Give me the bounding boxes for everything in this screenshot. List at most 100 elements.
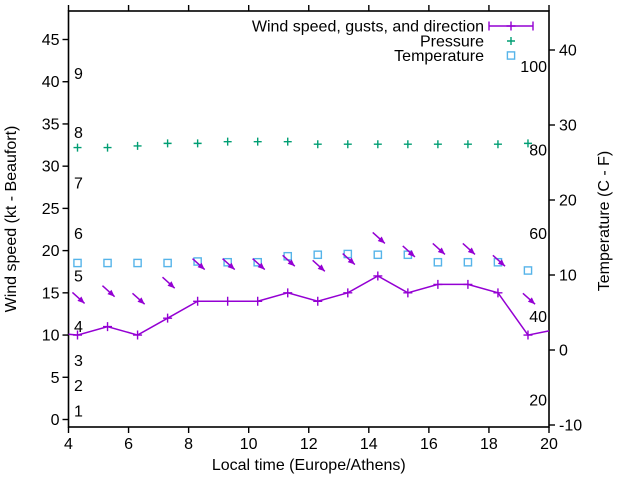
gust-arrow-head bbox=[347, 257, 355, 265]
pressure-point bbox=[163, 139, 172, 148]
pressure-point bbox=[223, 137, 232, 146]
temperature-series bbox=[73, 249, 533, 275]
gust-arrow-head bbox=[197, 262, 205, 270]
legend-pressure-sample-marker bbox=[507, 37, 515, 45]
gust-arrow-head bbox=[317, 264, 325, 272]
temperature-point bbox=[313, 250, 323, 260]
beaufort-label: 2 bbox=[74, 378, 83, 395]
right-tick-label: 40 bbox=[559, 43, 577, 60]
wind-speed-point bbox=[433, 279, 443, 289]
wind-speed-point bbox=[73, 330, 83, 340]
gust-arrow-head bbox=[437, 247, 445, 255]
wind-speed-point bbox=[523, 330, 533, 340]
pressure-point bbox=[313, 140, 322, 149]
x-tick-label: 10 bbox=[240, 436, 258, 453]
fahrenheit-label: 20 bbox=[529, 393, 547, 410]
temperature-point bbox=[133, 258, 142, 268]
left-tick-label: 30 bbox=[42, 159, 60, 176]
pressure-point bbox=[433, 140, 442, 149]
fahrenheit-label: 80 bbox=[529, 143, 547, 160]
left-tick-label: 25 bbox=[42, 201, 60, 218]
legend-wind-sample-marker bbox=[506, 21, 516, 31]
beaufort-label: 9 bbox=[74, 66, 83, 83]
pressure-point bbox=[283, 137, 292, 146]
pressure-point bbox=[133, 141, 142, 150]
x-tick-label: 12 bbox=[300, 436, 318, 453]
gust-arrow-head bbox=[137, 297, 145, 305]
right-tick-label: 30 bbox=[559, 118, 577, 135]
wind-speed-point bbox=[313, 296, 323, 306]
left-tick-label: 35 bbox=[42, 116, 60, 133]
temperature-point bbox=[373, 250, 383, 260]
wind-speed-point bbox=[343, 288, 353, 298]
left-tick-label: 20 bbox=[42, 243, 60, 260]
wind-speed-point bbox=[283, 288, 293, 298]
legend: Wind speed, gusts, and directionPressure… bbox=[252, 19, 534, 65]
fahrenheit-label: 100 bbox=[520, 59, 547, 76]
gust-arrow-head bbox=[107, 289, 115, 297]
left-tick-label: 0 bbox=[51, 412, 60, 429]
wind-speed-point bbox=[103, 322, 113, 332]
beaufort-label: 5 bbox=[74, 268, 83, 285]
temperature-point bbox=[223, 257, 232, 267]
gust-arrow-head bbox=[497, 259, 506, 267]
y-axis-left: 0 5 10 15 20 25 30 35 40 45 bbox=[42, 32, 69, 429]
right-tick-label: -10 bbox=[559, 418, 582, 435]
wind-speed-point bbox=[193, 296, 203, 306]
x-tick-label: 14 bbox=[360, 436, 378, 453]
y-axis-right-title: Temperature (C - F) bbox=[596, 151, 613, 291]
gust-arrow-head bbox=[227, 262, 235, 270]
gust-arrow-head bbox=[287, 259, 295, 267]
fahrenheit-scale: 20 40 60 80 100 bbox=[520, 59, 547, 409]
temperature-point bbox=[193, 257, 202, 266]
beaufort-label: 4 bbox=[74, 319, 83, 336]
y-axis-right: -10 0 10 20 30 40 bbox=[549, 43, 582, 435]
wind-speed-series bbox=[68, 271, 550, 340]
temperature-point bbox=[463, 257, 473, 267]
pressure-point bbox=[493, 140, 502, 149]
gust-arrow-head bbox=[167, 281, 175, 289]
pressure-series bbox=[73, 137, 532, 152]
right-tick-label: 10 bbox=[559, 268, 577, 285]
wind-speed-point bbox=[133, 330, 143, 340]
gust-arrow-head bbox=[377, 236, 385, 244]
gust-arrow-head bbox=[527, 297, 536, 305]
right-tick-label: 20 bbox=[559, 193, 577, 210]
wind-gust-arrows bbox=[71, 231, 536, 305]
left-tick-label: 40 bbox=[42, 74, 60, 91]
x-tick-label: 6 bbox=[124, 436, 133, 453]
fahrenheit-label: 60 bbox=[529, 226, 547, 243]
legend-label-wind: Wind speed, gusts, and direction bbox=[252, 19, 484, 36]
x-tick-label: 20 bbox=[540, 436, 558, 453]
wind-speed-point bbox=[463, 279, 473, 289]
pressure-point bbox=[373, 140, 382, 149]
temperature-point bbox=[433, 257, 443, 267]
gust-arrow-head bbox=[257, 262, 265, 270]
beaufort-label: 3 bbox=[74, 353, 83, 370]
left-tick-label: 10 bbox=[42, 328, 60, 345]
wind-speed-line bbox=[68, 275, 550, 336]
pressure-point bbox=[103, 143, 112, 152]
legend-temperature-sample-marker bbox=[506, 51, 516, 60]
wind-speed-point bbox=[223, 296, 233, 306]
x-tick-label: 8 bbox=[184, 436, 193, 453]
x-tick-label: 18 bbox=[480, 436, 498, 453]
gust-arrow-head bbox=[77, 296, 85, 304]
left-tick-label: 45 bbox=[42, 32, 60, 49]
gust-arrow-head bbox=[467, 247, 476, 255]
temperature-point bbox=[253, 257, 262, 267]
pressure-point bbox=[253, 137, 262, 146]
x-tick-label: 4 bbox=[64, 436, 73, 453]
pressure-point bbox=[343, 140, 352, 149]
temperature-point bbox=[523, 266, 533, 275]
temperature-point bbox=[73, 258, 82, 268]
pressure-point bbox=[73, 143, 82, 152]
pressure-point bbox=[523, 139, 532, 148]
left-tick-label: 15 bbox=[42, 285, 60, 302]
left-tick-label: 5 bbox=[51, 370, 60, 387]
fahrenheit-label: 40 bbox=[529, 309, 547, 326]
gust-arrow-head bbox=[407, 250, 415, 257]
